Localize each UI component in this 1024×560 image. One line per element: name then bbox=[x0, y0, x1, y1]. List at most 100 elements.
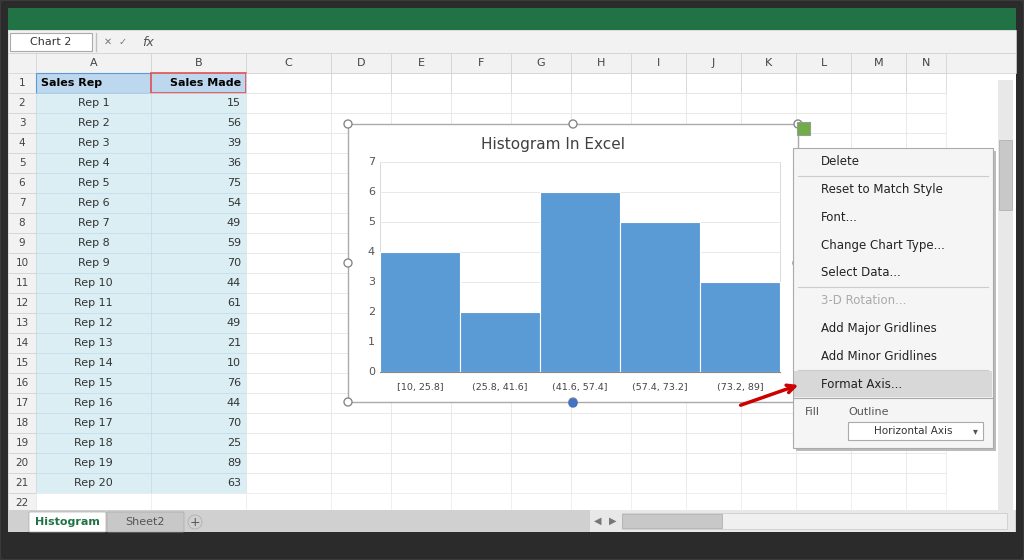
Text: Rep 18: Rep 18 bbox=[74, 438, 113, 448]
Bar bbox=[686, 493, 741, 513]
Bar bbox=[571, 453, 631, 473]
Bar bbox=[331, 213, 391, 233]
Bar bbox=[571, 273, 631, 293]
Text: 3-D Rotation...: 3-D Rotation... bbox=[821, 294, 906, 307]
Text: A: A bbox=[90, 58, 97, 68]
Bar bbox=[851, 473, 906, 493]
Bar bbox=[796, 373, 851, 393]
Bar bbox=[151, 213, 246, 233]
Bar bbox=[391, 333, 451, 353]
Text: 49: 49 bbox=[226, 218, 241, 228]
Bar bbox=[796, 493, 851, 513]
Bar bbox=[36, 253, 151, 273]
Bar bbox=[631, 313, 686, 333]
Bar bbox=[246, 213, 331, 233]
Bar bbox=[151, 53, 246, 73]
Text: 21: 21 bbox=[227, 338, 241, 348]
Text: ✓: ✓ bbox=[119, 37, 127, 47]
Text: Rep 5: Rep 5 bbox=[78, 178, 110, 188]
FancyBboxPatch shape bbox=[29, 512, 106, 532]
Bar bbox=[246, 253, 331, 273]
Text: 4: 4 bbox=[368, 247, 375, 257]
Bar bbox=[851, 253, 906, 273]
Bar bbox=[741, 493, 796, 513]
Bar bbox=[36, 493, 151, 513]
Text: 7: 7 bbox=[18, 198, 26, 208]
Text: Reset to Match Style: Reset to Match Style bbox=[821, 183, 943, 196]
Text: 61: 61 bbox=[227, 298, 241, 308]
Bar bbox=[851, 133, 906, 153]
Bar bbox=[686, 193, 741, 213]
Bar bbox=[391, 453, 451, 473]
Bar bbox=[796, 93, 851, 113]
Bar bbox=[741, 433, 796, 453]
Text: 2: 2 bbox=[368, 307, 375, 317]
Bar bbox=[571, 433, 631, 453]
Bar bbox=[391, 473, 451, 493]
Bar bbox=[793, 148, 993, 398]
Bar bbox=[151, 293, 246, 313]
Bar bbox=[391, 53, 451, 73]
Bar bbox=[151, 453, 246, 473]
Bar bbox=[851, 493, 906, 513]
Bar bbox=[451, 93, 511, 113]
Bar bbox=[906, 173, 946, 193]
Bar bbox=[246, 413, 331, 433]
Text: 89: 89 bbox=[226, 458, 241, 468]
Bar bbox=[391, 73, 451, 93]
Bar bbox=[571, 393, 631, 413]
Bar bbox=[686, 433, 741, 453]
Bar bbox=[571, 73, 631, 93]
Bar bbox=[686, 313, 741, 333]
Bar bbox=[796, 73, 851, 93]
Circle shape bbox=[793, 259, 801, 267]
Text: Format Axis...: Format Axis... bbox=[821, 377, 902, 391]
Bar bbox=[8, 30, 1016, 53]
Text: 25: 25 bbox=[227, 438, 241, 448]
Bar bbox=[741, 453, 796, 473]
Bar bbox=[741, 333, 796, 353]
Bar bbox=[796, 273, 851, 293]
Bar bbox=[246, 313, 331, 333]
Bar bbox=[793, 398, 993, 448]
Text: Horizontal Axis: Horizontal Axis bbox=[873, 426, 952, 436]
Bar bbox=[686, 73, 741, 93]
Bar bbox=[8, 133, 36, 153]
Bar bbox=[511, 393, 571, 413]
Text: 76: 76 bbox=[227, 378, 241, 388]
Bar bbox=[906, 153, 946, 173]
Bar bbox=[741, 293, 796, 313]
Bar bbox=[571, 413, 631, 433]
Bar bbox=[848, 422, 983, 440]
Bar bbox=[686, 53, 741, 73]
Bar bbox=[36, 293, 151, 313]
Bar bbox=[36, 73, 151, 93]
Bar bbox=[571, 353, 631, 373]
Bar bbox=[851, 313, 906, 333]
Bar bbox=[331, 333, 391, 353]
Circle shape bbox=[794, 398, 802, 406]
Bar bbox=[686, 333, 741, 353]
Bar bbox=[686, 413, 741, 433]
Text: Add Minor Gridlines: Add Minor Gridlines bbox=[821, 350, 937, 363]
Text: [10, 25.8]: [10, 25.8] bbox=[396, 383, 443, 392]
Bar bbox=[151, 373, 246, 393]
Bar bbox=[151, 493, 246, 513]
Bar bbox=[906, 253, 946, 273]
Text: ◀: ◀ bbox=[594, 516, 602, 526]
Bar bbox=[741, 393, 796, 413]
Bar bbox=[348, 124, 798, 402]
Bar bbox=[451, 233, 511, 253]
Bar bbox=[246, 233, 331, 253]
Bar bbox=[8, 193, 36, 213]
Bar bbox=[8, 113, 36, 133]
Bar bbox=[741, 133, 796, 153]
Bar bbox=[391, 253, 451, 273]
Bar bbox=[451, 73, 511, 93]
Bar bbox=[246, 493, 331, 513]
Bar bbox=[451, 373, 511, 393]
Bar bbox=[511, 493, 571, 513]
Bar bbox=[8, 8, 1016, 30]
Bar bbox=[631, 153, 686, 173]
Bar bbox=[851, 173, 906, 193]
